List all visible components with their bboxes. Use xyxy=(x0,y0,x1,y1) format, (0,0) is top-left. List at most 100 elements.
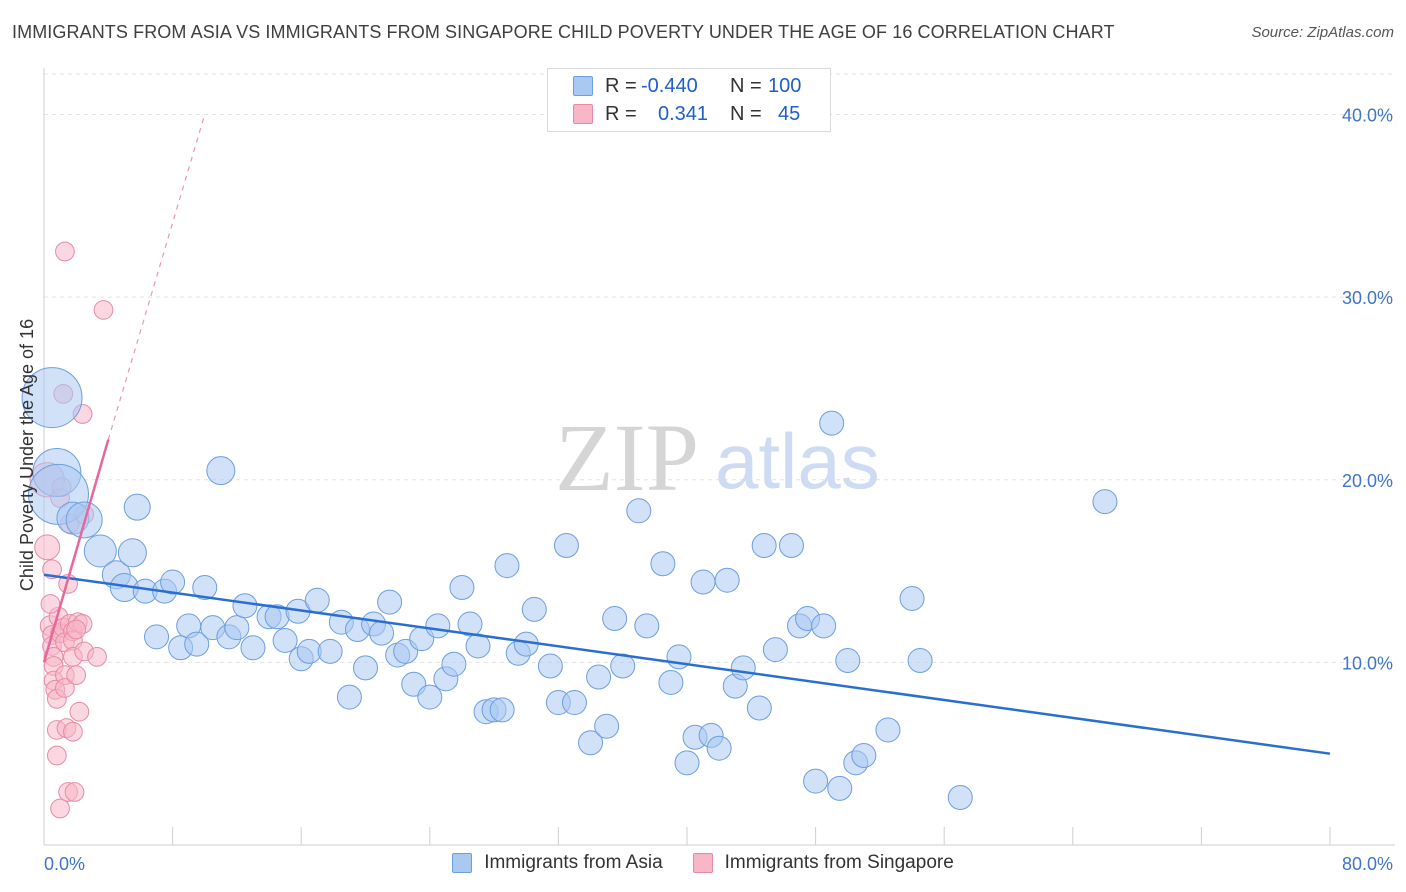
y-tick-labels: 10.0% 20.0% 30.0% 40.0% xyxy=(1342,106,1393,674)
asia-point xyxy=(730,655,756,681)
asia-point xyxy=(706,735,732,761)
legend-asia-swatch xyxy=(452,853,473,873)
legend-asia-label: Immigrants from Asia xyxy=(484,852,663,873)
legend-singapore-swatch xyxy=(692,853,713,873)
asia-point xyxy=(123,493,151,521)
legend-item-singapore[interactable]: Immigrants from Singapore xyxy=(692,852,954,874)
singapore-point xyxy=(66,619,87,640)
asia-point xyxy=(827,775,853,801)
asia-point xyxy=(425,613,451,639)
asia-point xyxy=(947,785,973,811)
asia-point xyxy=(369,620,395,646)
asia-point xyxy=(658,669,684,695)
asia-point xyxy=(537,653,563,679)
asia-point xyxy=(751,533,777,559)
asia-r-label: R = xyxy=(605,74,637,97)
legend-item-asia[interactable]: Immigrants from Asia xyxy=(452,852,663,874)
asia-point xyxy=(746,695,772,721)
singapore-point xyxy=(66,665,87,686)
asia-point xyxy=(336,684,362,710)
asia-point xyxy=(160,569,186,595)
asia-point xyxy=(441,651,467,677)
singapore-n-label: N = xyxy=(730,102,762,125)
asia-n-value: 100 xyxy=(768,74,802,97)
asia-point xyxy=(778,533,804,559)
singapore-point xyxy=(42,559,62,580)
chart-title: IMMIGRANTS FROM ASIA VS IMMIGRANTS FROM … xyxy=(12,22,1115,42)
asia-point xyxy=(21,367,83,429)
asia-point xyxy=(457,611,483,637)
y-axis-label: Child Poverty Under the Age of 16 xyxy=(17,319,37,591)
asia-point xyxy=(494,553,520,579)
asia-point xyxy=(184,631,210,657)
source-label: Source: ZipAtlas.com xyxy=(1251,24,1394,41)
stats-legend: R = -0.440 N = 100 R = 0.341 N = 45 xyxy=(547,68,831,132)
asia-point xyxy=(714,567,740,593)
asia-r-value: -0.440 xyxy=(641,74,698,97)
asia-point xyxy=(602,606,628,632)
singapore-point xyxy=(63,721,83,742)
singapore-point xyxy=(87,647,107,667)
series-asia-points xyxy=(21,367,1118,811)
trend-lines xyxy=(42,114,1331,755)
asia-point xyxy=(690,569,716,595)
asia-point xyxy=(762,637,788,663)
asia-point xyxy=(192,575,218,601)
x-tick-label-max: 80.0% xyxy=(1342,854,1393,874)
y-tick-label: 20.0% xyxy=(1342,471,1393,491)
asia-n-label: N = xyxy=(730,74,762,97)
asia-point xyxy=(224,615,250,641)
bottom-legend: Immigrants from Asia Immigrants from Sin… xyxy=(0,852,1406,874)
asia-point xyxy=(586,664,612,690)
watermark-atlas: atlas xyxy=(715,417,880,505)
singapore-n-value: 45 xyxy=(778,102,801,125)
asia-point xyxy=(377,589,403,615)
singapore-point xyxy=(64,782,85,802)
asia-point xyxy=(835,648,861,674)
watermark: ZIP atlas xyxy=(555,404,880,511)
singapore-point xyxy=(47,745,67,766)
asia-point xyxy=(272,627,298,653)
asia-point xyxy=(811,613,837,639)
asia-point xyxy=(851,743,877,769)
asia-point xyxy=(594,713,620,739)
asia-point xyxy=(819,410,845,436)
asia-point xyxy=(304,587,330,613)
asia-trend-line xyxy=(43,573,1331,755)
asia-point xyxy=(650,551,676,577)
asia-point xyxy=(232,593,258,619)
asia-point xyxy=(634,613,660,639)
y-tick-label: 10.0% xyxy=(1342,653,1393,673)
asia-point xyxy=(907,648,933,674)
singapore-point xyxy=(55,678,75,698)
asia-point xyxy=(521,596,547,622)
asia-point xyxy=(578,730,604,756)
singapore-point xyxy=(93,300,114,320)
y-tick-label: 40.0% xyxy=(1342,106,1393,126)
singapore-swatch xyxy=(573,104,593,124)
asia-point xyxy=(489,697,515,723)
asia-point xyxy=(83,534,117,568)
asia-point xyxy=(553,533,579,559)
asia-point xyxy=(206,456,236,486)
singapore-point xyxy=(34,534,61,561)
asia-point xyxy=(899,585,925,611)
singapore-point xyxy=(55,241,75,262)
asia-point xyxy=(875,717,901,743)
asia-point xyxy=(144,624,170,650)
asia-point xyxy=(353,655,378,681)
asia-point xyxy=(1092,489,1118,515)
asia-point xyxy=(240,635,266,661)
singapore-point xyxy=(50,798,70,819)
singapore-r-value: 0.341 xyxy=(658,102,709,125)
asia-point xyxy=(317,638,343,664)
asia-point xyxy=(674,750,700,776)
asia-swatch xyxy=(573,76,593,96)
asia-point xyxy=(626,498,652,524)
asia-point xyxy=(417,684,443,710)
x-tick-labels: 0.0% 80.0% xyxy=(44,854,1393,874)
asia-point xyxy=(803,768,829,794)
singapore-trend-extension xyxy=(107,114,206,440)
x-tick-label-min: 0.0% xyxy=(44,854,85,874)
